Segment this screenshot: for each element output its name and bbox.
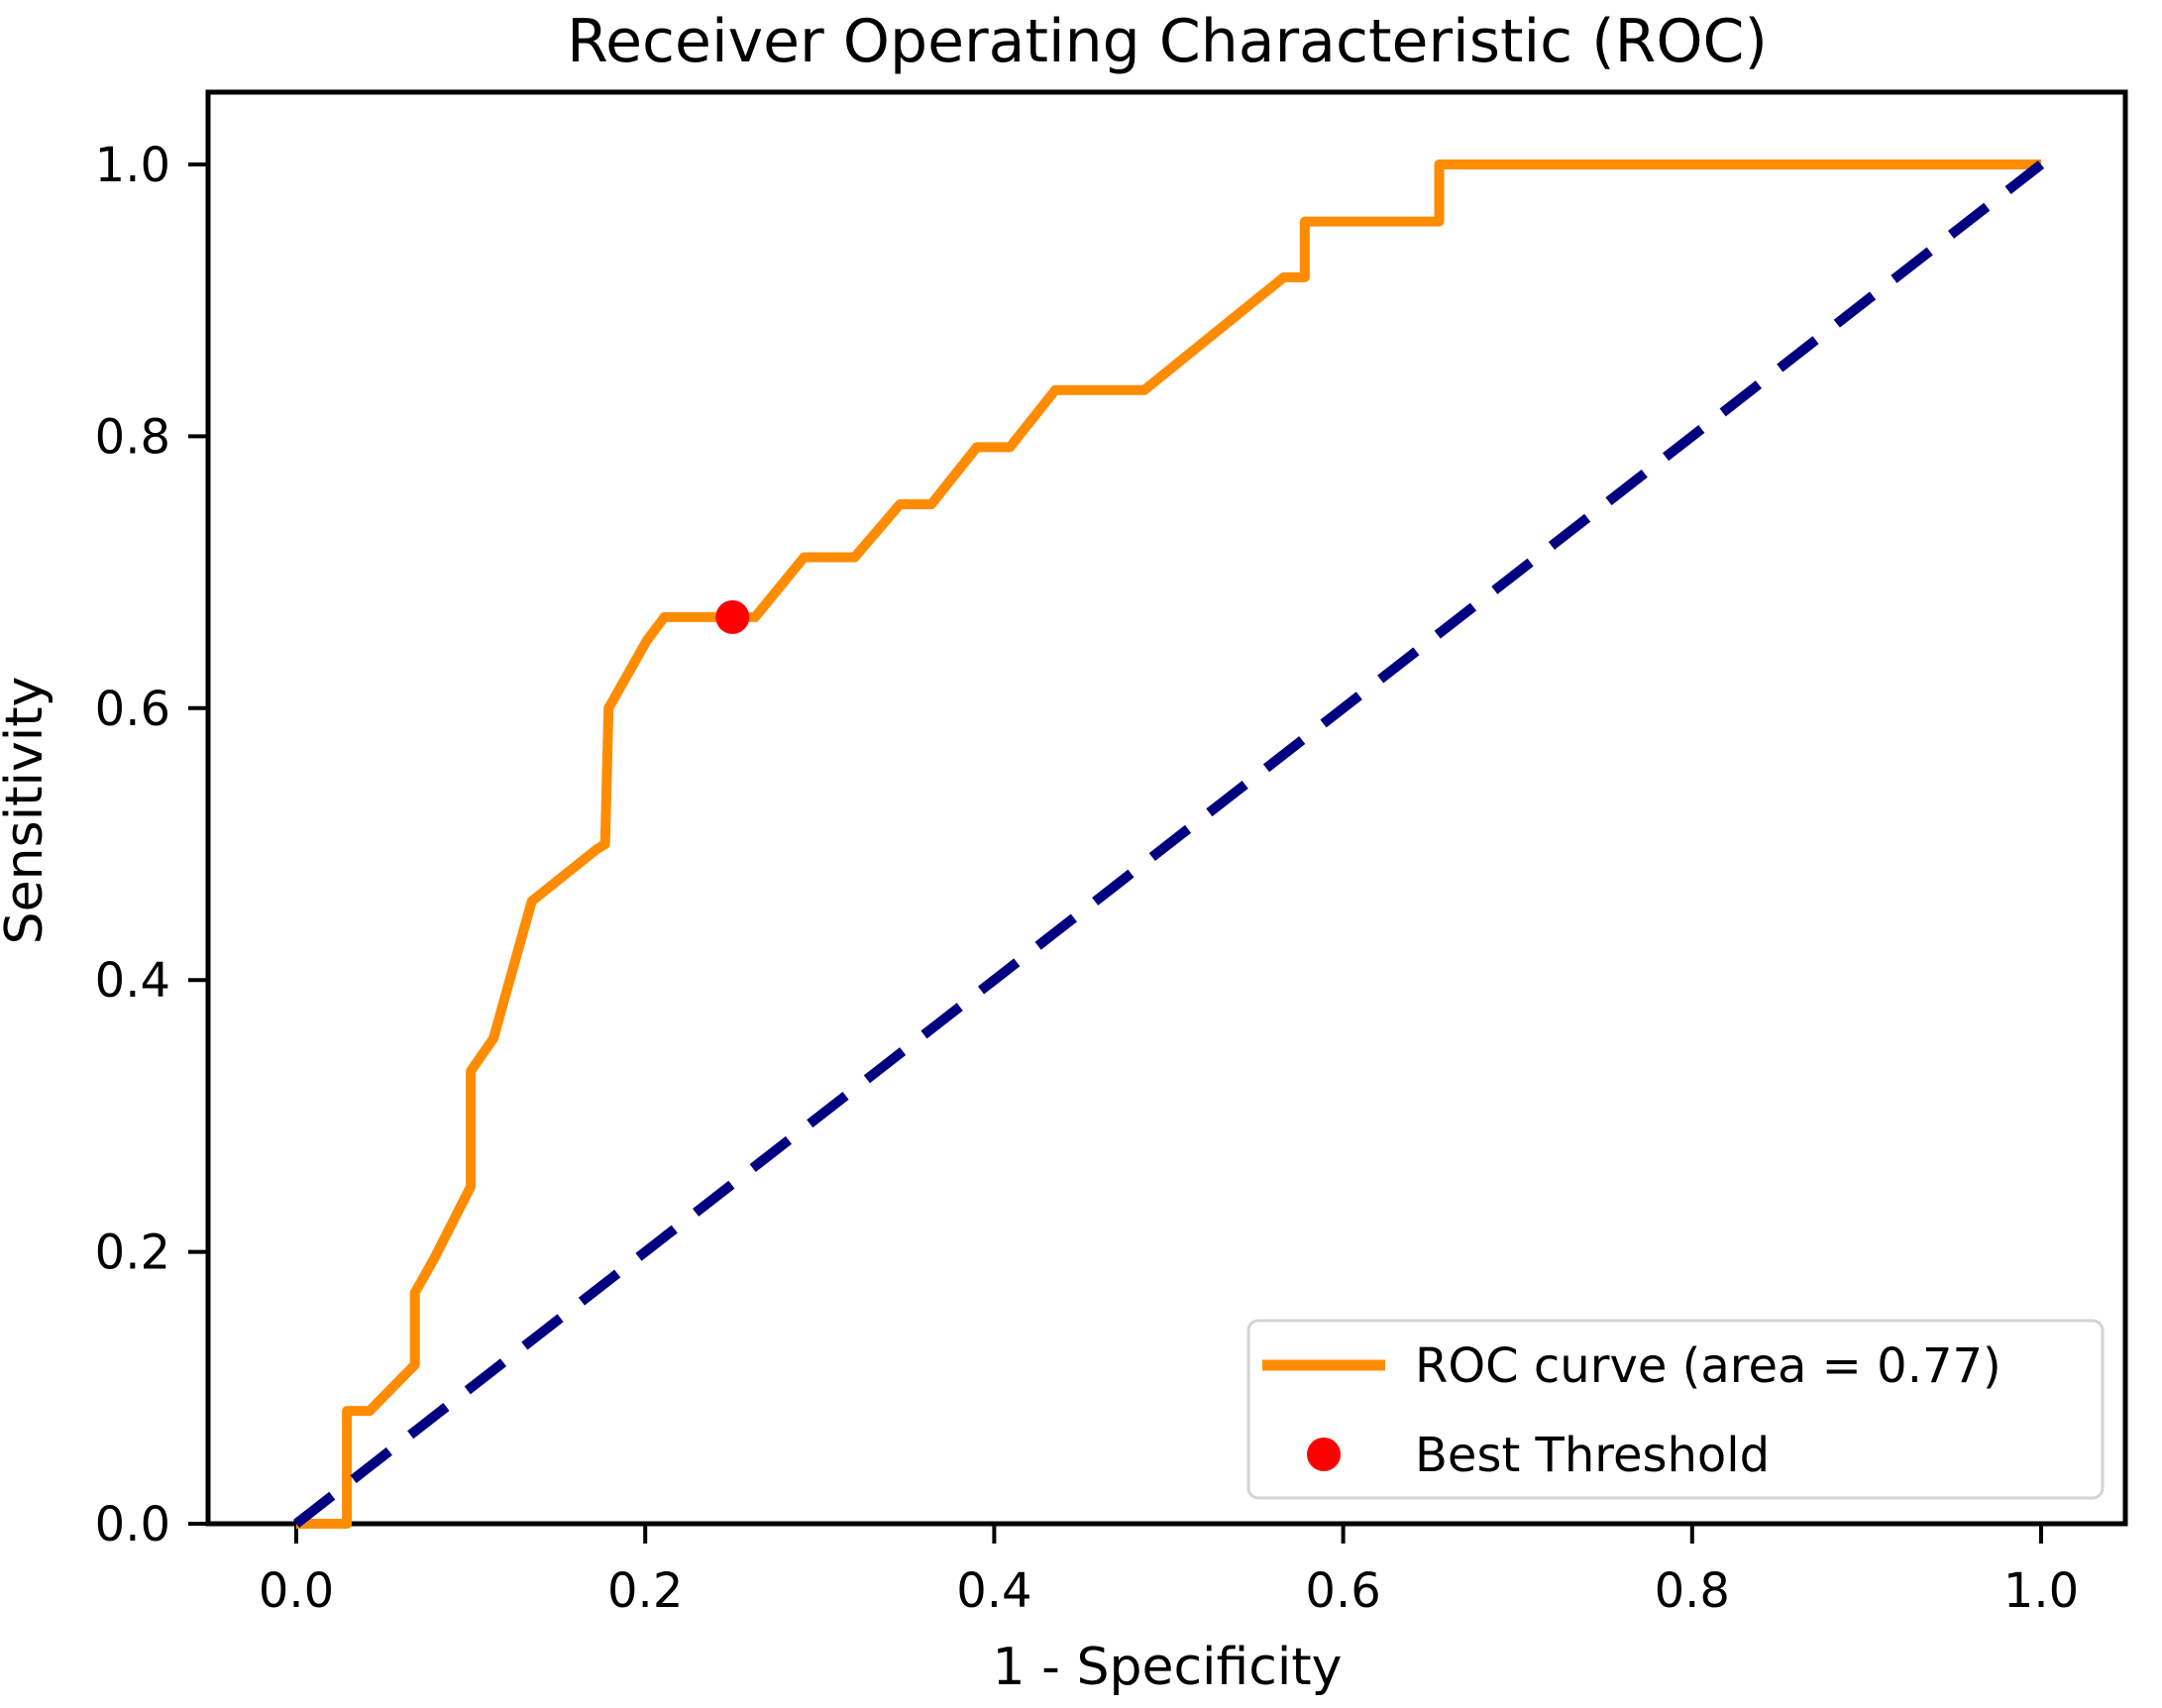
y-tick-label: 0.0 xyxy=(95,1497,170,1552)
plot-frame xyxy=(205,89,2128,1527)
legend-best-threshold-dot xyxy=(1307,1438,1341,1471)
x-tick-label: 0.0 xyxy=(259,1563,334,1619)
y-tick-label: 0.4 xyxy=(95,953,170,1009)
x-axis-label: 1 - Specificity xyxy=(993,1638,1343,1697)
legend-box xyxy=(1246,1319,2105,1500)
y-tick-label: 0.8 xyxy=(95,409,170,465)
y-tick-label: 1.0 xyxy=(95,138,170,193)
y-axis-label: Sensitivity xyxy=(0,677,54,945)
x-tick-label: 0.6 xyxy=(1305,1563,1380,1619)
x-tick-label: 0.2 xyxy=(607,1563,683,1619)
roc-curve-line xyxy=(296,160,2041,1529)
y-tick-label: 0.6 xyxy=(95,682,170,737)
chart-title: Receiver Operating Characteristic (ROC) xyxy=(567,7,1768,76)
y-tick-label: 0.2 xyxy=(95,1226,170,1281)
x-axis-ticks: 0.0 0.2 0.4 0.6 0.8 1.0 xyxy=(259,1524,2079,1619)
best-threshold-point xyxy=(715,599,750,634)
legend: ROC curve (area = 0.77) Best Threshold xyxy=(1246,1319,2105,1500)
chance-diagonal-line xyxy=(292,160,2045,1528)
series-layer xyxy=(292,160,2045,1529)
x-tick-label: 1.0 xyxy=(2003,1563,2079,1619)
y-axis-ticks: 0.0 0.2 0.4 0.6 0.8 1.0 xyxy=(95,138,208,1552)
x-tick-label: 0.8 xyxy=(1655,1563,1730,1619)
x-tick-label: 0.4 xyxy=(956,1563,1031,1619)
legend-roc-label: ROC curve (area = 0.77) xyxy=(1415,1338,2001,1394)
legend-best-threshold-label: Best Threshold xyxy=(1415,1428,1770,1483)
